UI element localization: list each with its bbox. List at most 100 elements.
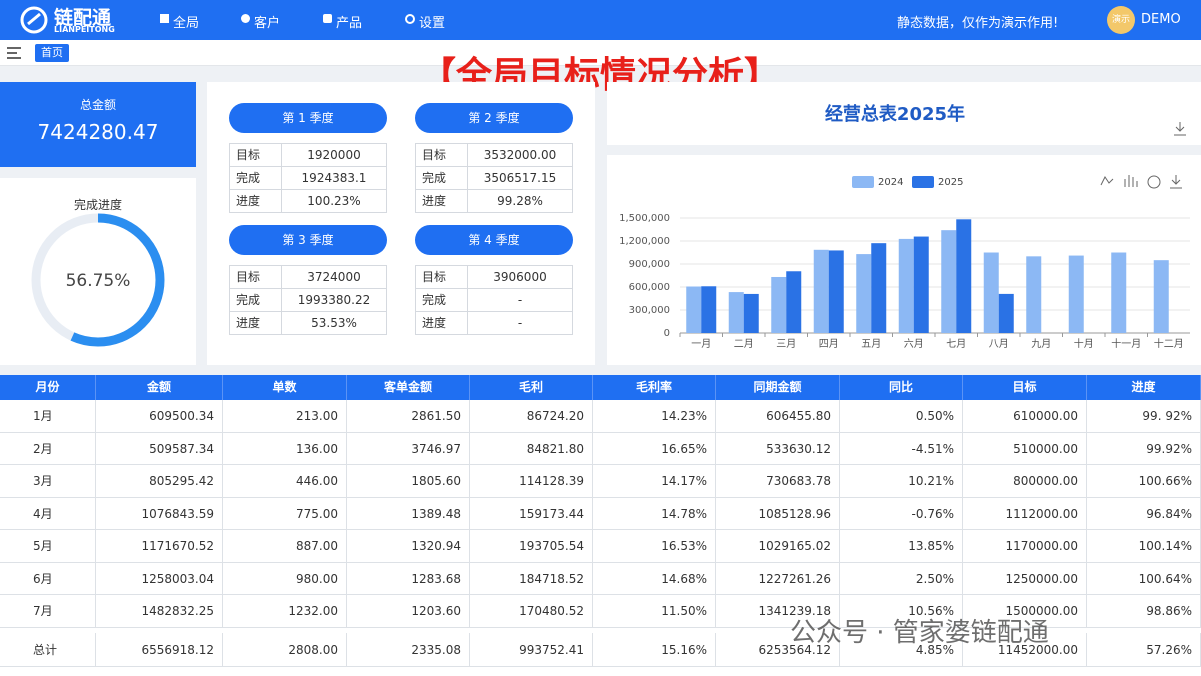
table-cell: 16.53%	[593, 530, 716, 563]
table-cell: 1171670.52	[96, 530, 223, 563]
table-cell: 99. 92%	[1087, 400, 1201, 433]
bar	[898, 238, 914, 333]
table-header: 单数	[223, 375, 347, 400]
bar	[1153, 260, 1169, 333]
tool-bar[interactable]	[1124, 175, 1138, 187]
quarter-cell-label: 目标	[415, 143, 468, 167]
quarter-panel: 第 1 季度 目标 1920000 完成 1924383.1 进度 100.23% 第 2 季…	[207, 82, 595, 365]
table-cell: 86724.20	[470, 400, 593, 433]
menu-item[interactable]: 设置	[419, 16, 446, 31]
table-cell: 533630.12	[716, 432, 840, 465]
table-header: 金额	[96, 375, 223, 400]
table-cell: 2861.50	[347, 400, 470, 433]
x-tick-label: 一月	[691, 338, 711, 350]
table-cell: 99.92%	[1087, 432, 1201, 465]
quarter-button[interactable]: 第 4 季度	[415, 225, 573, 255]
logo-text[interactable]: 链配通	[54, 7, 112, 29]
table-header: 同期金额	[716, 375, 840, 400]
quarter-cell-label: 进度	[415, 311, 468, 335]
quarter-cell-label: 目标	[229, 265, 282, 289]
x-tick-label: 五月	[861, 338, 881, 350]
avatar[interactable]: 演示	[1107, 6, 1135, 34]
table-cell: 7月	[0, 595, 96, 628]
menu-icon	[405, 14, 415, 24]
table-cell: 184718.52	[470, 562, 593, 595]
watermark: 公众号 · 管家婆链配通	[790, 618, 1049, 648]
table-cell: 609500.34	[96, 400, 223, 433]
table-cell: 980.00	[223, 562, 347, 595]
menu-item[interactable]: 产品	[336, 16, 363, 31]
menu-icon	[323, 14, 332, 23]
menu-item[interactable]: 全局	[173, 16, 200, 31]
table-cell: 11.50%	[593, 595, 716, 628]
bar	[728, 292, 744, 333]
table-cell: 0.50%	[840, 400, 963, 433]
x-tick-label: 十月	[1074, 337, 1094, 350]
notice: 静态数据，仅作为演示作用!	[897, 16, 1059, 31]
quarter-button[interactable]: 第 1 季度	[229, 103, 387, 133]
table-cell: -0.76%	[840, 497, 963, 530]
table-cell: 1112000.00	[963, 497, 1087, 530]
quarter-cell-value: -	[467, 288, 573, 312]
quarter-cell-value: 1924383.1	[281, 166, 387, 190]
table-header: 毛利	[470, 375, 593, 400]
table-header: 进度	[1087, 375, 1201, 400]
table-cell: 800000.00	[963, 465, 1087, 498]
bar	[941, 230, 957, 333]
quarter-cell-label: 目标	[415, 265, 468, 289]
table-cell: 1805.60	[347, 465, 470, 498]
quarter-cell-label: 目标	[229, 143, 282, 167]
table-cell: 100.66%	[1087, 465, 1201, 498]
tool-refresh[interactable]	[1147, 175, 1161, 189]
table-cell: 14.17%	[593, 465, 716, 498]
table-cell: 1283.68	[347, 562, 470, 595]
tab-bar: 首页	[0, 40, 1201, 66]
quarter-button[interactable]: 第 2 季度	[415, 103, 573, 133]
tab[interactable]: 首页	[35, 44, 69, 62]
table-cell: 775.00	[223, 497, 347, 530]
bar	[771, 276, 787, 333]
x-tick-label: 八月	[989, 338, 1009, 350]
bar	[686, 286, 702, 333]
table-cell: 1320.94	[347, 530, 470, 563]
y-tick-label: 0	[664, 328, 670, 339]
bar	[786, 271, 802, 333]
table-cell: 3746.97	[347, 432, 470, 465]
menu-item[interactable]: 客户	[254, 16, 281, 31]
x-tick-label: 七月	[946, 338, 966, 350]
table-cell: 98.86%	[1087, 595, 1201, 628]
table-cell: 1029165.02	[716, 530, 840, 563]
total-label: 总金额	[79, 98, 116, 112]
table-cell: 5月	[0, 530, 96, 563]
table-header: 目标	[963, 375, 1087, 400]
progress-card: 完成进度 56.75%	[0, 178, 196, 365]
table-cell: 1250000.00	[963, 562, 1087, 595]
quarter-cell-value: 3724000	[281, 265, 387, 289]
y-tick-label: 600,000	[629, 282, 670, 293]
table-cell: 887.00	[223, 530, 347, 563]
username[interactable]: DEMO	[1141, 12, 1181, 27]
download-icon[interactable]	[1174, 122, 1186, 136]
quarter-cell-value: -	[467, 311, 573, 335]
tool-save[interactable]	[1170, 175, 1182, 189]
table-cell: 14.78%	[593, 497, 716, 530]
y-tick-label: 300,000	[629, 305, 670, 316]
table-cell: 170480.52	[470, 595, 593, 628]
table-cell: 1076843.59	[96, 497, 223, 530]
collapse-icon[interactable]	[7, 47, 21, 59]
logo-subtext: LIANPEITONG	[54, 25, 115, 34]
x-tick-label: 六月	[904, 338, 924, 350]
bar	[871, 243, 887, 333]
legend-label: 2025	[938, 177, 963, 188]
data-table: 月份 金额 单数 客单金额 毛利 毛利率 同期金额 同比 目标 进度 1月 609500.34 213.…	[0, 375, 1201, 676]
y-tick-label: 1,200,000	[619, 236, 670, 247]
table-header: 毛利率	[593, 375, 716, 400]
progress-label: 完成进度	[73, 198, 122, 212]
table-header: 客单金额	[347, 375, 470, 400]
quarter-button[interactable]: 第 3 季度	[229, 225, 387, 255]
quarter-cell-value: 53.53%	[281, 311, 387, 335]
table-cell: -4.51%	[840, 432, 963, 465]
tool-line[interactable]	[1100, 176, 1114, 186]
toolbox	[1100, 175, 1182, 189]
x-tick-label: 四月	[819, 338, 839, 350]
